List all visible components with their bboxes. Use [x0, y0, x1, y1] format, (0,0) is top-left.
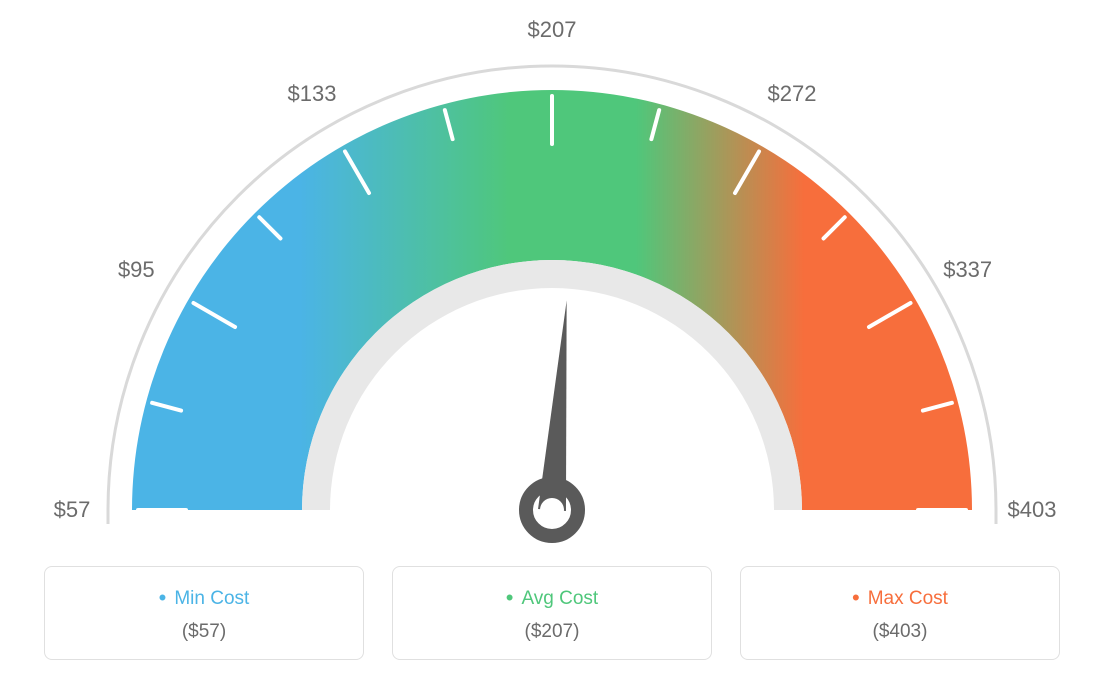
gauge-tick-label: $403: [1008, 497, 1057, 523]
legend-value-min: ($57): [55, 621, 353, 643]
legend-title-avg: Avg Cost: [403, 585, 701, 611]
legend-card-max: Max Cost ($403): [740, 566, 1060, 660]
gauge-tick-label: $337: [943, 257, 992, 283]
gauge-tick-label: $272: [768, 81, 817, 107]
legend-value-max: ($403): [751, 621, 1049, 643]
legend-card-avg: Avg Cost ($207): [392, 566, 712, 660]
legend-row: Min Cost ($57) Avg Cost ($207) Max Cost …: [0, 566, 1104, 660]
gauge-tick-label: $57: [54, 497, 91, 523]
gauge-tick-label: $95: [118, 257, 155, 283]
gauge-tick-label: $133: [288, 81, 337, 107]
legend-value-avg: ($207): [403, 621, 701, 643]
gauge-svg: [0, 0, 1104, 560]
legend-title-max: Max Cost: [751, 585, 1049, 611]
legend-card-min: Min Cost ($57): [44, 566, 364, 660]
legend-title-min: Min Cost: [55, 585, 353, 611]
gauge-tick-label: $207: [528, 17, 577, 43]
gauge-chart: $57 $95 $133 $207 $272 $337 $403: [0, 0, 1104, 560]
